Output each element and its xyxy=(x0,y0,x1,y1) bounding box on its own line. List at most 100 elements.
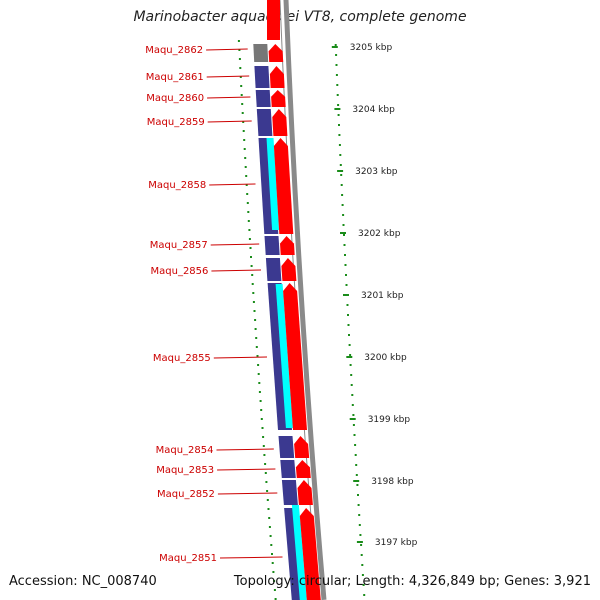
inner-scale-dot xyxy=(273,589,276,591)
inner-scale-dot xyxy=(271,553,273,555)
scale-label: 3205 kbp xyxy=(350,43,393,53)
inner-scale-dot xyxy=(249,247,252,249)
outer-scale-dot xyxy=(342,214,345,216)
reverse-cds-block xyxy=(255,90,271,107)
gene-label: Maqu_2862 xyxy=(145,45,203,56)
gene-label: Maqu_2855 xyxy=(153,353,211,364)
reverse-cds-block xyxy=(281,480,298,505)
gene-leader-line xyxy=(207,96,251,99)
inner-scale-dot xyxy=(254,328,257,330)
scale-label: 3198 kbp xyxy=(371,477,414,487)
gene-leader-line xyxy=(217,468,276,471)
outer-scale-dot xyxy=(335,74,338,76)
outer-scale-dot xyxy=(350,384,353,386)
inner-scale-dot xyxy=(268,517,271,519)
inner-scale-dot xyxy=(247,211,250,213)
outer-scale-dot xyxy=(351,404,354,406)
outer-scale-dot xyxy=(347,314,349,316)
gene-label: Maqu_2858 xyxy=(148,180,206,191)
outer-scale-dot xyxy=(357,494,359,496)
inner-scale-dot xyxy=(264,472,267,474)
inner-scale-dot xyxy=(264,463,267,465)
forward-cds-arrow xyxy=(299,508,321,600)
outer-scale-dot xyxy=(335,54,338,56)
inner-scale-dot xyxy=(260,409,263,411)
forward-cds-arrow xyxy=(272,109,288,136)
forward-cds-arrow xyxy=(295,460,311,478)
inner-scale-dot xyxy=(245,184,248,186)
rna-feature-bar xyxy=(275,284,293,428)
inner-scale-dot xyxy=(251,283,254,285)
outer-scale-dot xyxy=(341,204,344,206)
reverse-cds-block xyxy=(278,436,295,458)
reverse-cds-block xyxy=(254,66,270,88)
outer-scale-dot xyxy=(337,114,340,116)
outer-scale-dot xyxy=(358,524,361,526)
outer-scale-dot xyxy=(338,134,341,136)
outer-scale-dot xyxy=(345,284,348,286)
outer-scale-dot xyxy=(360,554,363,556)
inner-scale-dot xyxy=(242,121,245,123)
outer-scale-dot xyxy=(343,244,346,246)
gene-label: Maqu_2851 xyxy=(159,553,217,564)
accession-text: Accession: NC_008740 xyxy=(9,574,157,589)
outer-scale-dot xyxy=(351,394,354,396)
rna-feature-bar xyxy=(291,505,307,600)
outer-scale-dot xyxy=(338,144,341,146)
inner-scale-dot xyxy=(252,292,255,294)
reverse-cds-block xyxy=(256,109,273,136)
outer-scale-dot xyxy=(338,124,340,126)
outer-scale-dot xyxy=(346,304,349,306)
inner-scale-dot xyxy=(261,427,264,429)
genome-title: Marinobacter aquaeolei VT8, complete gen… xyxy=(133,9,467,25)
inner-scale-dot xyxy=(240,85,243,87)
gene-leader-line xyxy=(207,120,252,123)
inner-scale-dot xyxy=(263,454,266,456)
outer-scale-dot xyxy=(344,254,346,256)
inner-scale-dot xyxy=(258,391,261,393)
scale-label: 3197 kbp xyxy=(375,538,418,548)
outer-scale-dot xyxy=(343,234,345,236)
backbone-ring xyxy=(279,0,327,600)
outer-scale-dot xyxy=(359,534,362,536)
outer-scale-dot xyxy=(356,484,359,486)
outer-scale-dot xyxy=(362,584,365,586)
outer-scale-dot xyxy=(337,104,340,106)
inner-scale-dot xyxy=(274,598,277,600)
inner-scale-dot xyxy=(254,319,257,321)
inner-scale-dot xyxy=(246,202,249,204)
reverse-cds-block xyxy=(265,258,282,281)
forward-cds-arrow xyxy=(268,44,284,62)
reverse-cds-block xyxy=(280,460,296,478)
inner-scale-dot xyxy=(269,535,272,537)
gene-leader-line xyxy=(213,356,268,359)
outer-scale-dot xyxy=(363,594,366,596)
gene-label: Maqu_2860 xyxy=(146,93,204,104)
reverse-cds-block xyxy=(253,44,269,62)
genome-summary-text: Topology: circular; Length: 4,326,849 bp… xyxy=(233,574,591,589)
outer-scale-dot xyxy=(348,334,350,336)
inner-scale-dot xyxy=(248,229,251,231)
inner-scale-dot xyxy=(243,148,246,150)
outer-scale-dot xyxy=(348,344,351,346)
inner-scale-dot xyxy=(257,373,260,375)
forward-cds-arrow xyxy=(297,480,313,505)
gene-leader-line xyxy=(206,48,248,51)
inner-scale-dot xyxy=(250,256,252,258)
gene-leader-line xyxy=(206,75,250,78)
outer-scale-dot xyxy=(354,444,357,446)
forward-cds-arrow xyxy=(267,0,280,40)
forward-cds-arrow xyxy=(280,236,295,255)
outer-scale-dot xyxy=(339,154,342,156)
inner-scale-dot xyxy=(271,562,274,564)
scale-label: 3202 kbp xyxy=(358,229,401,239)
inner-scale-dot xyxy=(256,355,259,357)
forward-cds-arrow xyxy=(271,90,286,107)
outer-scale-dot xyxy=(341,194,344,196)
forward-cds-arrow xyxy=(283,283,307,430)
inner-scale-dot xyxy=(250,265,253,267)
inner-scale-dot xyxy=(241,112,244,114)
forward-cds-arrow xyxy=(269,66,285,88)
inner-scale-dot xyxy=(242,130,245,132)
